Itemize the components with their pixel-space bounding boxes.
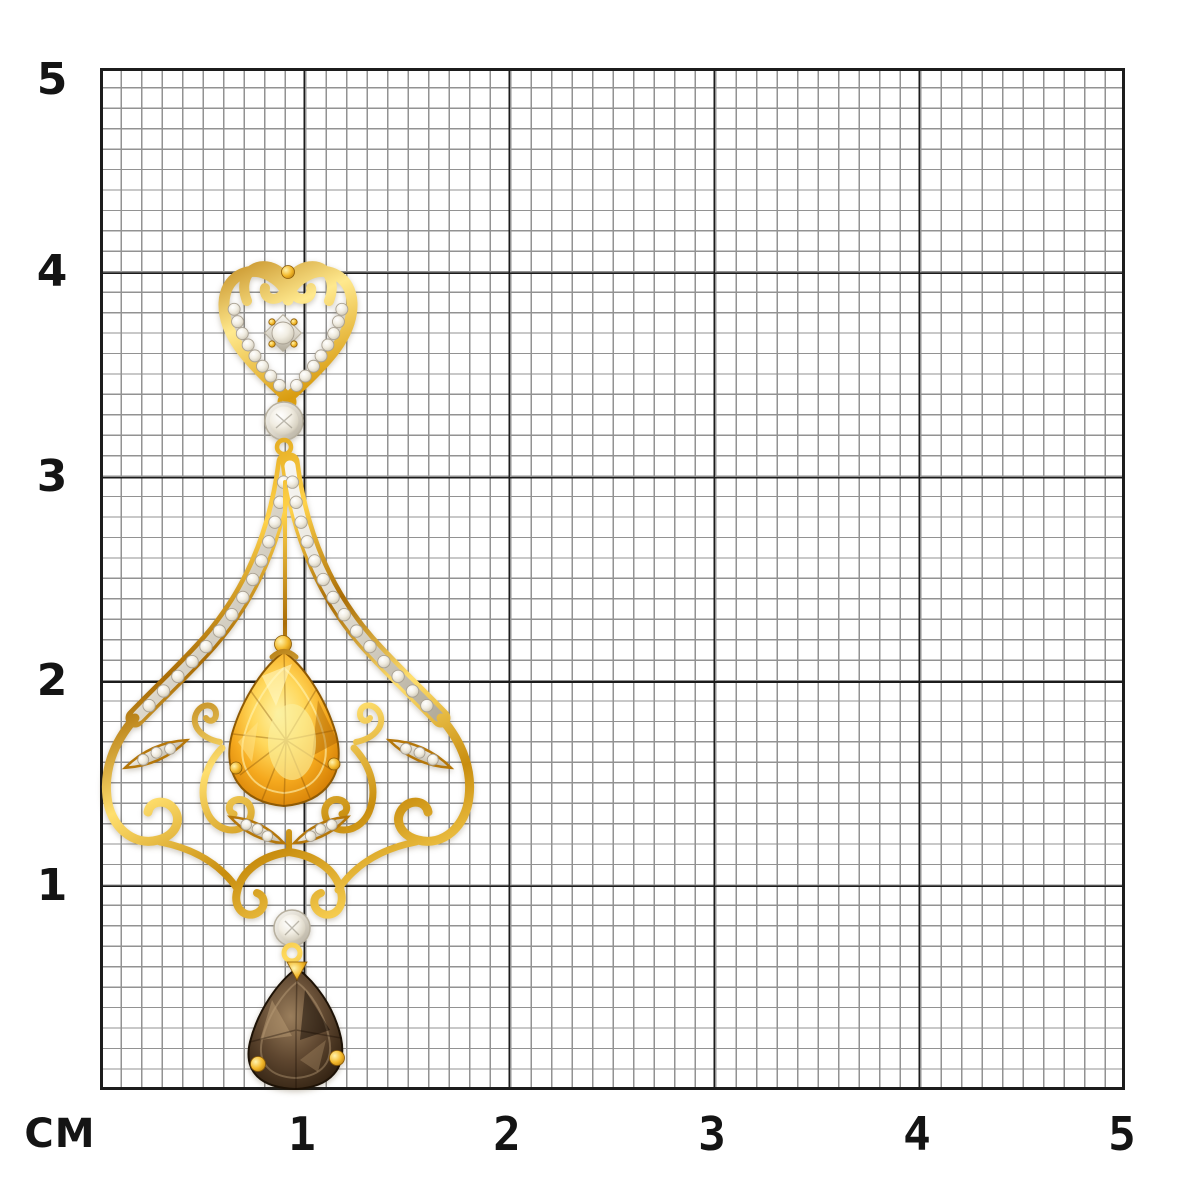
y-axis-label-2: 2 <box>36 655 68 706</box>
y-axis-label-5: 5 <box>36 54 68 105</box>
x-axis-label-5: 5 <box>1108 1107 1136 1161</box>
millimeter-grid <box>100 68 1125 1090</box>
x-axis-label-2: 2 <box>493 1107 521 1161</box>
unit-label-cm: CM <box>24 1111 96 1157</box>
x-axis-label-3: 3 <box>698 1107 726 1161</box>
y-axis-label-1: 1 <box>36 860 68 911</box>
y-axis-label-4: 4 <box>36 246 68 297</box>
x-axis-label-4: 4 <box>903 1107 931 1161</box>
x-axis-label-1: 1 <box>288 1107 316 1161</box>
y-axis-label-3: 3 <box>36 451 68 502</box>
